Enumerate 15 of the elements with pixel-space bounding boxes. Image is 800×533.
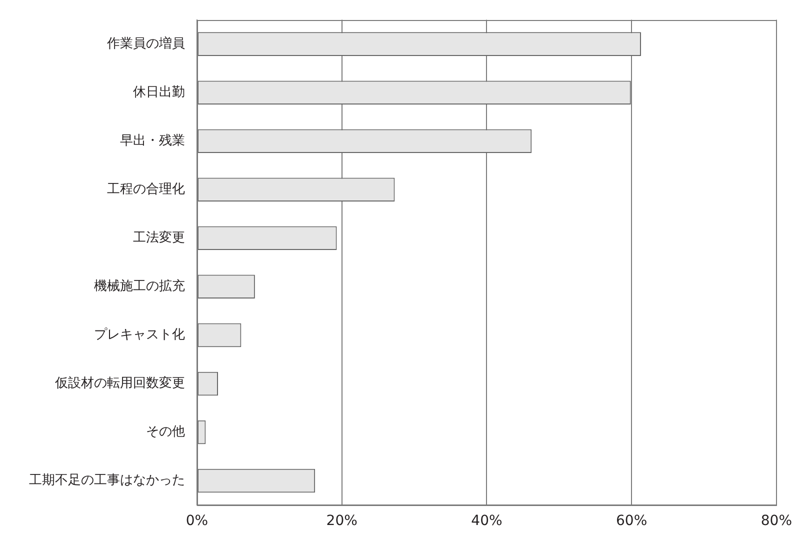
x-tick-label: 40% [471,513,502,530]
y-tick-label: 工期不足の工事はなかった [29,473,185,488]
y-tick-label: 作業員の増員 [106,35,185,52]
y-tick-label: 仮設材の転用回数変更 [54,375,185,392]
x-tick-label: 60% [616,513,648,530]
x-tick-label: 80% [760,513,792,530]
y-tick-label: 機械施工の拡充 [94,279,185,294]
y-tick-label: 休日出勤 [133,84,185,100]
x-tick-label: 0% [186,513,208,530]
y-tick-label: プレキャスト化 [94,328,185,343]
y-tick-label: 早出・残業 [120,133,185,148]
x-tick-label: 20% [326,513,358,530]
y-tick-label: 工法変更 [133,230,185,246]
y-tick-label: 工程の合理化 [107,182,185,197]
y-tick-label: その他 [146,424,185,440]
